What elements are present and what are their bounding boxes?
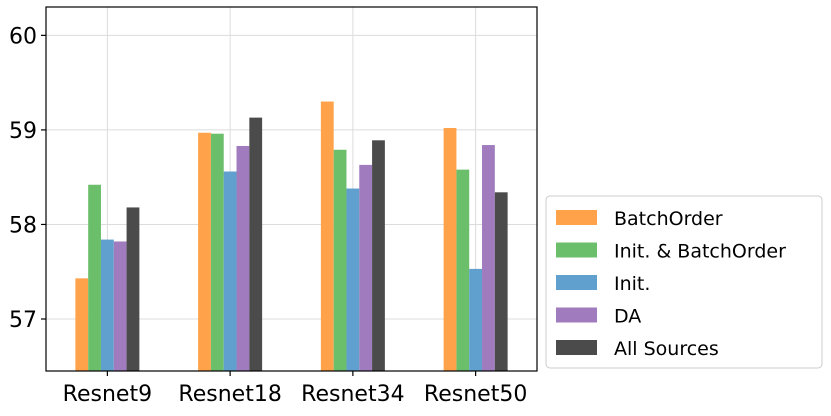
bars xyxy=(75,101,508,371)
bar xyxy=(236,145,250,371)
bar xyxy=(469,268,483,371)
x-tick-label: Resnet9 xyxy=(63,382,152,407)
legend-label: All Sources xyxy=(614,338,719,360)
bar xyxy=(494,192,508,371)
y-tick-label: 57 xyxy=(9,308,37,333)
legend-frame xyxy=(545,195,823,369)
bar xyxy=(88,184,101,371)
bar xyxy=(333,149,347,371)
y-axis: 57 58 59 60 xyxy=(9,24,46,333)
legend: BatchOrder Init. & BatchOrder Init. DA All S… xyxy=(545,195,823,369)
legend-swatch xyxy=(556,242,597,258)
bar xyxy=(126,207,140,371)
bar xyxy=(100,239,114,371)
bar xyxy=(113,241,127,371)
bar xyxy=(346,188,360,371)
bar xyxy=(443,128,457,371)
bar xyxy=(75,278,89,371)
legend-label: DA xyxy=(614,306,641,328)
bar xyxy=(223,171,237,371)
plot-frame xyxy=(45,6,538,372)
bar xyxy=(359,164,373,371)
legend-label: Init. & BatchOrder xyxy=(614,241,786,263)
x-tick-label: Resnet34 xyxy=(301,382,404,407)
x-axis: Resnet9 Resnet18 Resnet34 Resnet50 xyxy=(63,371,527,407)
legend-swatch xyxy=(556,307,597,323)
y-tick-label: 58 xyxy=(9,213,37,238)
x-tick-label: Resnet50 xyxy=(424,382,527,407)
legend-swatch xyxy=(556,340,597,355)
bar xyxy=(249,117,263,371)
bar xyxy=(198,132,211,371)
bar xyxy=(320,101,334,371)
bar xyxy=(372,140,385,371)
legend-label: BatchOrder xyxy=(614,208,723,230)
y-tick-label: 59 xyxy=(9,119,37,144)
bar xyxy=(456,169,470,371)
y-tick-label: 60 xyxy=(9,24,37,49)
legend-swatch xyxy=(556,210,597,225)
legend-label: Init. xyxy=(614,273,650,295)
bar xyxy=(210,133,224,371)
bar xyxy=(482,145,495,371)
legend-swatch xyxy=(556,275,597,290)
x-tick-label: Resnet18 xyxy=(178,382,281,407)
